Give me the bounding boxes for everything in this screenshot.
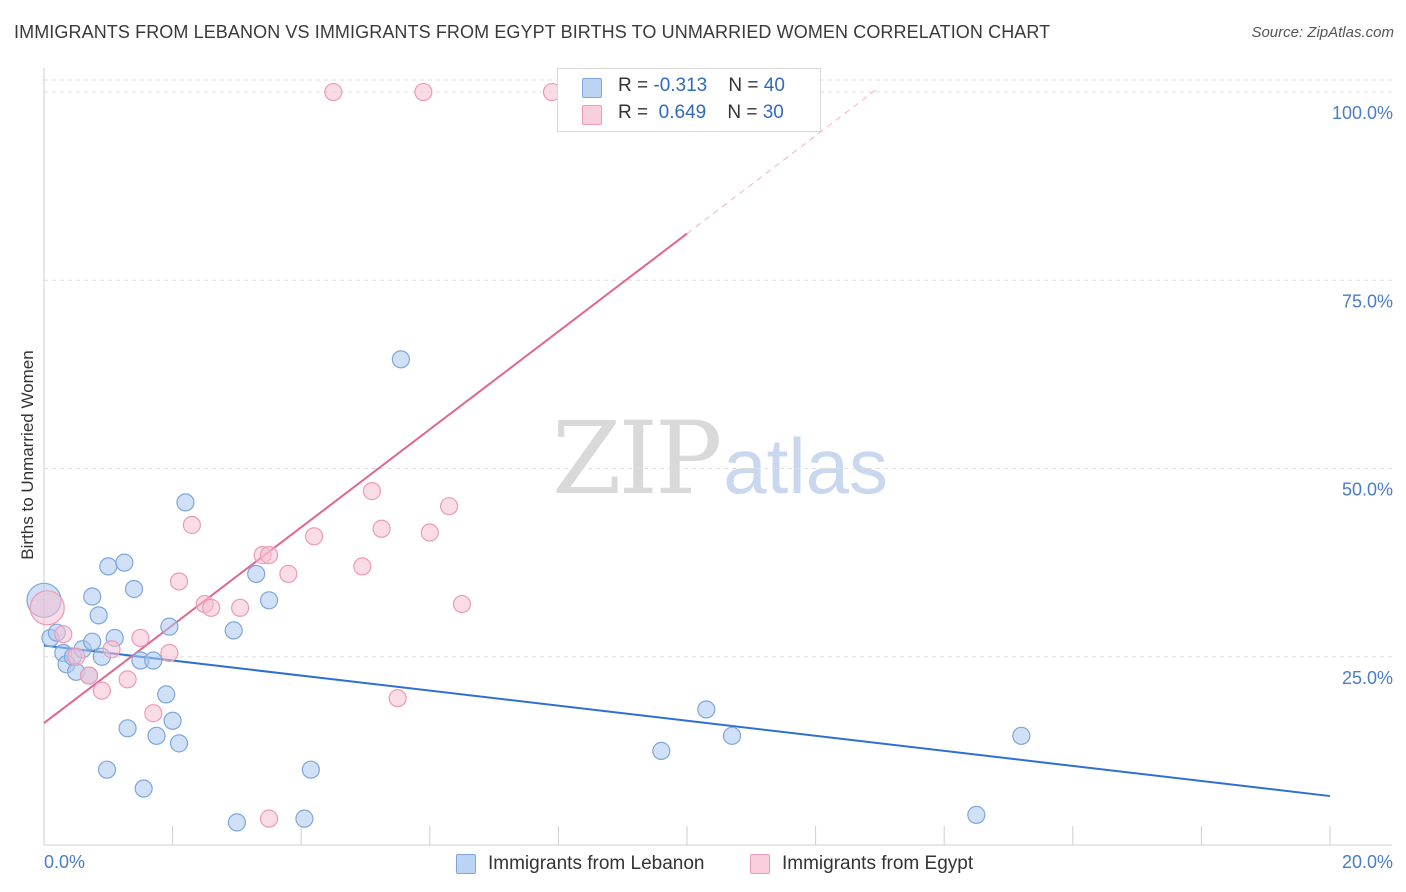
egypt-point [102, 640, 121, 659]
legend-lebanon-r-label: R = [618, 75, 654, 96]
y-axis-label: Births to Unmarried Women [18, 350, 37, 560]
bottom-legend-egypt-label: Immigrants from Egypt [782, 853, 974, 874]
egypt-point [372, 519, 391, 538]
lebanon-point [83, 587, 102, 606]
lebanon-swatch [582, 78, 602, 98]
lebanon-point [391, 350, 410, 369]
lebanon-point [124, 579, 144, 599]
lebanon-point [163, 711, 182, 730]
egypt-point [259, 546, 279, 565]
legend-lebanon-stats: R = -0.313 N = 40 [618, 75, 785, 97]
lebanon-point [967, 805, 986, 824]
y-tick-label-100: 100.0% [1332, 103, 1393, 123]
y-tick-label-75: 75.0% [1342, 291, 1393, 311]
egypt-point [259, 809, 279, 828]
egypt-point [144, 704, 163, 723]
legend-egypt-r-value: 0.649 [658, 102, 707, 123]
lebanon-point [83, 632, 102, 651]
egypt-point [231, 598, 250, 617]
lebanon-point [176, 493, 195, 512]
source-label: Source: ZipAtlas.com [1251, 24, 1394, 41]
lebanon-point [147, 726, 166, 745]
egypt-swatch [582, 105, 602, 125]
data-points [26, 82, 1031, 832]
x-tick-label-right: 20.0% [1341, 852, 1393, 872]
y-tick-label-50: 50.0% [1342, 480, 1393, 500]
egypt-point [182, 515, 201, 535]
bottom-legend-lebanon-swatch [456, 854, 476, 874]
lebanon-point [134, 779, 153, 798]
lebanon-point [160, 617, 179, 636]
lebanon-point [169, 734, 189, 753]
trend-line-egypt-extension [686, 86, 881, 235]
legend-lebanon-n-value: 40 [763, 75, 785, 96]
lebanon-point [652, 741, 671, 760]
axes [43, 68, 1392, 846]
bottom-legend-egypt-swatch [750, 854, 770, 874]
egypt-point [169, 572, 189, 591]
egypt-point [414, 82, 433, 102]
lebanon-point [157, 685, 176, 704]
x-tick-label-left: 0.0% [44, 852, 86, 872]
lebanon-point [295, 809, 314, 828]
lebanon-point [115, 553, 134, 572]
egypt-point [452, 594, 472, 614]
egypt-point [118, 670, 137, 689]
egypt-point [324, 82, 343, 102]
trend-lines [43, 86, 1331, 798]
egypt-point [202, 598, 221, 617]
watermark-atlas: atlas [723, 422, 889, 510]
y-tick-labels: 25.0% 50.0% 75.0% 100.0% [1332, 103, 1393, 688]
lebanon-point [89, 606, 108, 625]
legend-egypt-stats: R = 0.649 N = 30 [618, 102, 784, 124]
egypt-point [29, 590, 65, 626]
egypt-point [439, 497, 459, 516]
egypt-point [54, 625, 73, 644]
egypt-point [279, 564, 298, 584]
lebanon-point [224, 621, 243, 640]
lebanon-point [99, 557, 118, 576]
trend-line-lebanon [43, 644, 1331, 798]
legend-lebanon-n-label: N = [728, 75, 764, 96]
lebanon-point [118, 719, 137, 738]
lebanon-point [1012, 726, 1031, 745]
legend-egypt-n-value: 30 [762, 102, 784, 123]
egypt-point [92, 681, 111, 700]
legend-egypt-n-label: N = [727, 102, 763, 123]
egypt-point [388, 689, 407, 708]
egypt-point [304, 527, 324, 546]
chart-title: IMMIGRANTS FROM LEBANON VS IMMIGRANTS FR… [14, 22, 1051, 42]
lebanon-point [97, 760, 117, 779]
egypt-point [79, 666, 99, 685]
lebanon-point [722, 726, 742, 745]
egypt-point [67, 647, 86, 666]
watermark-zip: ZIP [552, 400, 722, 517]
trend-line-egypt [43, 232, 688, 724]
lebanon-point [697, 700, 716, 719]
correlation-legend: R = -0.313 N = 40 R = 0.649 N = 30 [557, 68, 821, 132]
lebanon-point [301, 760, 320, 779]
egypt-point [362, 482, 382, 501]
egypt-point [160, 643, 179, 663]
legend-egypt-r-label: R = [618, 102, 654, 123]
egypt-point [131, 628, 150, 648]
watermark: ZIPatlas [552, 400, 888, 517]
egypt-point [353, 557, 372, 576]
bottom-legend-lebanon-label: Immigrants from Lebanon [488, 853, 705, 874]
lebanon-point [259, 591, 279, 610]
lebanon-point [227, 813, 246, 832]
legend-lebanon-r-value: -0.313 [653, 75, 708, 96]
lebanon-point [247, 564, 266, 584]
lebanon-point [144, 651, 163, 670]
egypt-point [420, 523, 439, 542]
y-tick-label-25: 25.0% [1342, 668, 1393, 688]
